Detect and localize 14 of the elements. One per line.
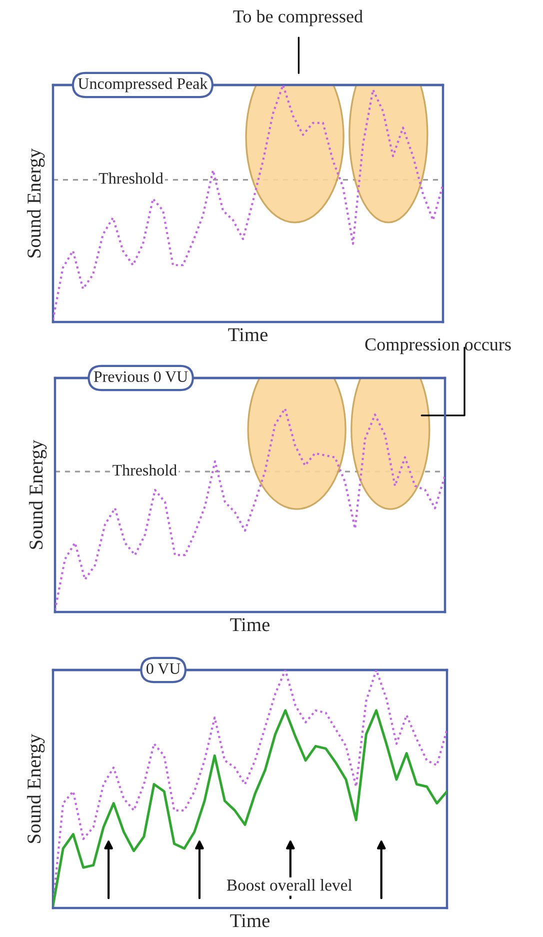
ref-line-label: 0 VU <box>146 663 180 674</box>
x-axis-title: Time <box>230 618 270 632</box>
x-axis-title: Time <box>230 914 270 928</box>
ref-line-label: Threshold <box>98 172 164 184</box>
y-axis-title: Sound Energy <box>28 440 47 549</box>
y-axis-title: Sound Energy <box>26 734 45 843</box>
text: Compression occurs <box>365 338 511 354</box>
ref-line-label: Previous 0 VU <box>94 371 188 382</box>
x-axis-title: Time <box>228 328 268 342</box>
ref-line-label: Uncompressed Peak <box>78 78 208 92</box>
text: To be compressed <box>233 10 363 26</box>
annotation: Boost overall level <box>226 879 352 891</box>
y-axis-title: Sound Energy <box>26 148 45 258</box>
ref-line-label: Threshold <box>112 464 177 476</box>
